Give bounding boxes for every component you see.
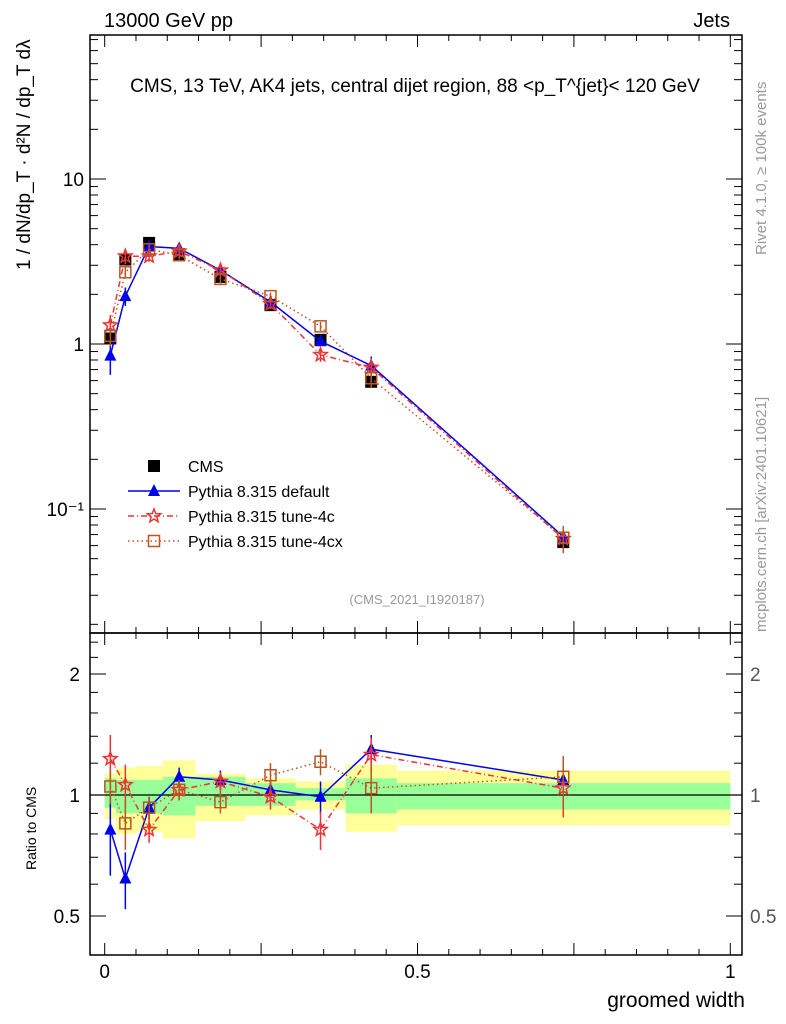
star-marker <box>101 749 119 767</box>
ratio-ylabel: Ratio to CMS <box>23 787 39 870</box>
open-square-marker <box>172 783 186 797</box>
triangle-marker <box>119 871 132 884</box>
triangle-marker <box>104 348 117 361</box>
legend-label-tune4cx: Pythia 8.315 tune-4cx <box>188 534 343 551</box>
ratio-y-tick-label-right: 0.5 <box>750 907 776 928</box>
open-square-marker <box>104 780 117 793</box>
open-square-marker <box>214 272 227 286</box>
axes: 0 0.5 1 10⁻¹ 1 10 0.5 0.5 1 1 2 2 <box>47 34 776 983</box>
ratio-frame <box>89 632 743 956</box>
main-line-tune4cx <box>109 248 564 539</box>
open-square-marker <box>147 534 161 548</box>
cms-uncertainty-bands <box>90 760 742 839</box>
analysis-id: (CMS_2021_I1920187) <box>349 592 484 607</box>
main-line-tune4c <box>109 250 564 540</box>
chart-title: CMS, 13 TeV, AK4 jets, central dijet reg… <box>130 76 700 97</box>
star-marker <box>261 787 280 805</box>
star-marker <box>140 820 158 838</box>
main-series-tune4c <box>101 242 572 554</box>
open-square-marker <box>557 770 570 784</box>
main-ylabel: 1 / dN/dp_T · d²N / dp_T dλ <box>14 39 35 270</box>
ratio-y-tick-label: 1 <box>69 786 80 807</box>
triangle-marker <box>314 334 327 347</box>
mcplots-label: mcplots.cern.ch [arXiv:2401.10621] <box>753 397 770 632</box>
x-tick-label: 0 <box>99 962 110 983</box>
star-marker <box>145 506 163 524</box>
main-series-cms <box>104 236 570 549</box>
x-axis-label: groomed width <box>607 989 745 1012</box>
open-square-marker <box>364 781 378 795</box>
header-right: Jets <box>693 10 730 32</box>
cms-marker <box>148 460 160 472</box>
legend: CMS Pythia 8.315 default Pythia 8.315 tune… <box>128 459 343 551</box>
legend-label-default: Pythia 8.315 default <box>188 484 330 501</box>
triangle-marker <box>148 484 160 496</box>
main-y-tick-label: 10⁻¹ <box>47 500 85 521</box>
ratio-y-tick-label: 0.5 <box>54 907 80 928</box>
ratio-y-tick-label-right: 1 <box>750 786 761 807</box>
legend-label-tune4c: Pythia 8.315 tune-4c <box>188 509 335 526</box>
x-tick-label: 0.5 <box>404 962 430 983</box>
star-marker <box>116 775 134 793</box>
star-marker <box>116 247 135 264</box>
ratio-line-tune4cx <box>109 760 564 825</box>
legend-label-cms: CMS <box>188 459 224 476</box>
triangle-marker <box>173 769 186 782</box>
main-series-tune4cx <box>104 243 570 552</box>
open-square-marker <box>119 817 132 830</box>
chart-title-text: CMS, 13 TeV, AK4 jets, central dijet reg… <box>130 76 700 97</box>
open-square-marker <box>119 266 132 279</box>
open-square-marker <box>264 768 277 782</box>
open-square-marker <box>364 372 378 385</box>
ratio-y-tick-label: 2 <box>69 665 80 686</box>
main-y-tick-label: 1 <box>73 335 84 356</box>
open-square-marker <box>214 795 227 809</box>
header-left: 13000 GeV pp <box>104 10 233 32</box>
main-series-default <box>104 239 570 549</box>
ratio-series-tune4cx <box>104 749 570 850</box>
star-marker <box>211 772 230 789</box>
open-square-marker <box>142 243 156 256</box>
star-marker <box>311 820 330 838</box>
open-square-marker <box>142 801 156 814</box>
triangle-marker <box>119 289 132 302</box>
open-square-marker <box>104 329 117 343</box>
star-marker <box>311 345 330 363</box>
open-square-marker <box>172 249 186 262</box>
open-square-marker <box>557 531 570 544</box>
open-square-marker <box>264 289 277 303</box>
triangle-marker <box>104 822 117 835</box>
open-square-marker <box>314 755 327 768</box>
main-line-default <box>109 245 564 538</box>
main-y-tick-label: 10 <box>63 170 84 191</box>
rivet-label: Rivet 4.1.0, ≥ 100k events <box>753 82 770 255</box>
triangle-marker <box>314 789 327 802</box>
ratio-y-tick-label-right: 2 <box>750 665 761 686</box>
x-tick-label: 1 <box>725 962 736 983</box>
open-square-marker <box>314 320 327 333</box>
star-marker <box>362 745 380 762</box>
data-marks <box>101 236 572 910</box>
